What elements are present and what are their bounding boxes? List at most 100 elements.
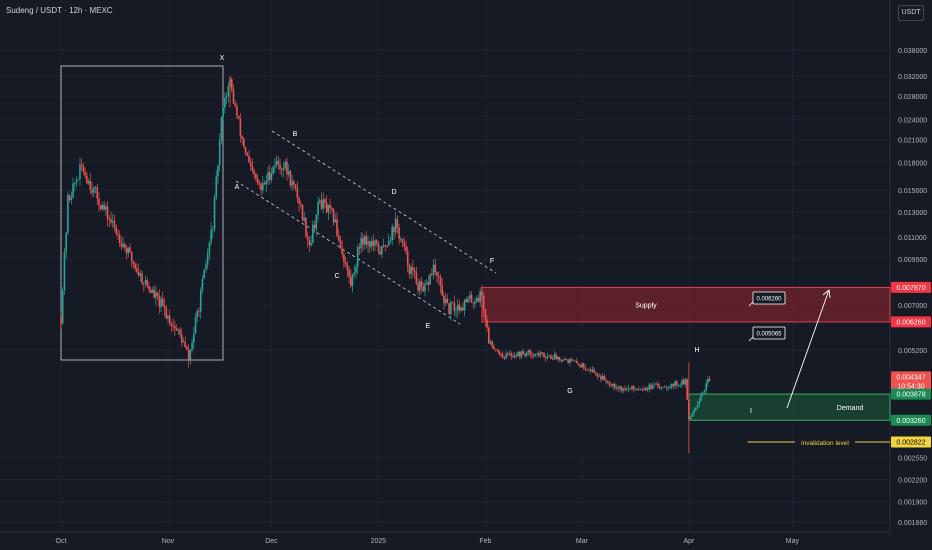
candle-body (615, 387, 618, 389)
candle-body (434, 264, 437, 273)
candle-body (698, 400, 701, 405)
candle-body (612, 383, 614, 386)
candle-body (548, 355, 550, 357)
candle-body (293, 181, 295, 185)
candle-body (151, 289, 154, 293)
candle-body (419, 281, 421, 291)
candle-body (310, 242, 312, 246)
candle-body (520, 351, 523, 357)
candle-body (144, 280, 147, 284)
candle-body (253, 170, 255, 175)
candle-body (562, 360, 564, 362)
price-label-bg (891, 414, 931, 426)
candle-body (707, 378, 709, 384)
candle-body (325, 202, 328, 213)
candle-body (655, 383, 657, 385)
candle-body (639, 389, 642, 390)
price-label: 0.003260 (896, 418, 925, 425)
candle-body (313, 224, 316, 229)
x-tick-label: Nov (162, 538, 175, 545)
candle-body (382, 245, 385, 247)
candle-body (332, 209, 335, 223)
candle-body (436, 272, 438, 277)
candle-body (291, 181, 293, 186)
candle-body (693, 410, 695, 413)
price-label-bg (891, 371, 931, 392)
candle-body (324, 199, 326, 203)
candle-body (708, 378, 711, 382)
candle-body (605, 380, 607, 382)
candle-body (84, 172, 86, 176)
candle-body (286, 161, 288, 175)
candle-body (453, 302, 456, 311)
candle-body (105, 206, 107, 210)
candle-body (575, 360, 578, 364)
candle-body (358, 247, 361, 249)
candle-body (470, 295, 473, 303)
callout-text: 0.005065 (756, 332, 782, 338)
candle-body (539, 352, 542, 356)
candle-body (379, 251, 381, 255)
y-tick-label: 0.002550 (898, 455, 927, 462)
candle-body (594, 372, 597, 374)
candle-body (546, 356, 549, 359)
y-tick-label: 0.015000 (898, 188, 927, 195)
candle-body (481, 291, 483, 296)
candle-body (641, 389, 644, 390)
candle-body (381, 246, 383, 255)
candle-body (551, 358, 554, 360)
wave-label-g: G (567, 388, 572, 395)
candle-body (582, 363, 585, 368)
y-tick-label: 0.001900 (898, 500, 927, 507)
candle-body (275, 160, 278, 166)
candle-body (524, 353, 526, 356)
candle-body (574, 360, 576, 362)
candle-body (287, 171, 290, 175)
candle-body (86, 175, 88, 184)
candle-body (317, 202, 319, 216)
candle-body (629, 388, 632, 390)
candle-body (230, 79, 233, 90)
candle-body (626, 389, 628, 390)
candle-body (362, 238, 364, 245)
candle-body (118, 234, 121, 244)
candle-body (494, 349, 497, 351)
candle-body (589, 370, 592, 372)
candle-body (315, 215, 318, 229)
price-label-bg (891, 281, 931, 293)
candle-body (437, 276, 440, 278)
candle-body (170, 323, 173, 326)
candle-body (217, 165, 219, 177)
candle-body (132, 260, 135, 265)
candle-body (669, 387, 671, 389)
candle-body (172, 325, 174, 327)
candle-body (662, 387, 664, 389)
candle-body (122, 244, 124, 248)
candle-body (298, 198, 300, 204)
candle-body (168, 315, 171, 324)
candle-body (417, 283, 419, 291)
candle-body (318, 200, 321, 203)
candle-body (343, 254, 345, 262)
candle-body (534, 353, 537, 356)
candle-body (72, 183, 74, 198)
candle-body (143, 283, 145, 285)
candle-body (281, 168, 283, 170)
candle-body (303, 217, 306, 221)
y-tick-label: 0.021000 (898, 137, 927, 144)
candle-body (601, 375, 604, 380)
candle-body (455, 309, 457, 311)
candle-body (541, 352, 544, 354)
candle-body (651, 385, 654, 389)
demand-zone (688, 393, 891, 421)
x-tick-label: May (786, 538, 800, 545)
candle-body (372, 240, 375, 246)
candle-body (156, 292, 159, 297)
currency-button[interactable]: USDT (898, 5, 924, 21)
candle-body (591, 369, 594, 372)
candle-body (682, 380, 685, 385)
candle-body (177, 329, 180, 331)
candle-body (448, 303, 450, 315)
candle-body (248, 155, 250, 163)
